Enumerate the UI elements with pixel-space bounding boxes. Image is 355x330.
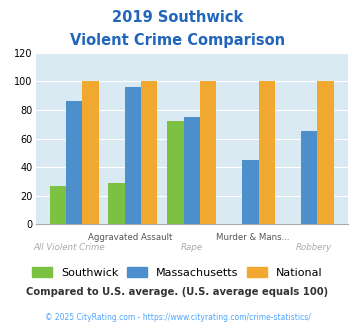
Bar — [167, 121, 184, 224]
Text: Rape: Rape — [181, 243, 203, 251]
Legend: Southwick, Massachusetts, National: Southwick, Massachusetts, National — [28, 263, 327, 282]
Bar — [66, 101, 82, 224]
Bar — [317, 82, 334, 224]
Bar — [50, 186, 66, 224]
Bar — [242, 160, 259, 224]
Bar — [109, 183, 125, 224]
Bar — [259, 82, 275, 224]
Text: Aggravated Assault: Aggravated Assault — [88, 233, 173, 242]
Bar — [141, 82, 157, 224]
Text: Murder & Mans...: Murder & Mans... — [216, 233, 290, 242]
Text: 2019 Southwick: 2019 Southwick — [112, 10, 243, 25]
Bar — [200, 82, 216, 224]
Bar — [184, 117, 200, 224]
Bar — [301, 131, 317, 224]
Bar — [125, 87, 141, 224]
Text: © 2025 CityRating.com - https://www.cityrating.com/crime-statistics/: © 2025 CityRating.com - https://www.city… — [45, 314, 310, 322]
Text: Compared to U.S. average. (U.S. average equals 100): Compared to U.S. average. (U.S. average … — [26, 287, 329, 297]
Text: Robbery: Robbery — [296, 243, 332, 251]
Text: All Violent Crime: All Violent Crime — [34, 243, 105, 251]
Bar — [82, 82, 99, 224]
Text: Violent Crime Comparison: Violent Crime Comparison — [70, 33, 285, 48]
